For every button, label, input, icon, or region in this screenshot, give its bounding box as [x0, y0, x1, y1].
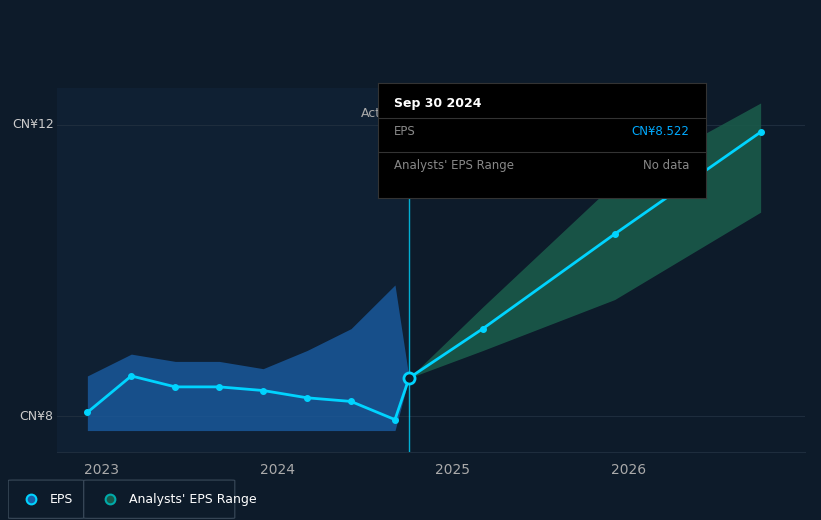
Text: Analysts' EPS Range: Analysts' EPS Range — [394, 159, 514, 172]
Text: Sep 30 2024: Sep 30 2024 — [394, 97, 482, 110]
Bar — [57, 88, 409, 452]
FancyBboxPatch shape — [8, 480, 84, 518]
FancyBboxPatch shape — [84, 480, 235, 518]
Text: Actual: Actual — [361, 107, 401, 120]
Text: Analysts' EPS Range: Analysts' EPS Range — [129, 493, 257, 505]
Text: No data: No data — [644, 159, 690, 172]
Text: EPS: EPS — [394, 125, 415, 138]
Text: CN¥8.522: CN¥8.522 — [632, 125, 690, 138]
Text: CN¥8: CN¥8 — [20, 410, 53, 422]
Text: EPS: EPS — [50, 493, 73, 505]
Text: Analysts Forecasts: Analysts Forecasts — [427, 107, 543, 120]
Text: CN¥12: CN¥12 — [12, 118, 53, 131]
